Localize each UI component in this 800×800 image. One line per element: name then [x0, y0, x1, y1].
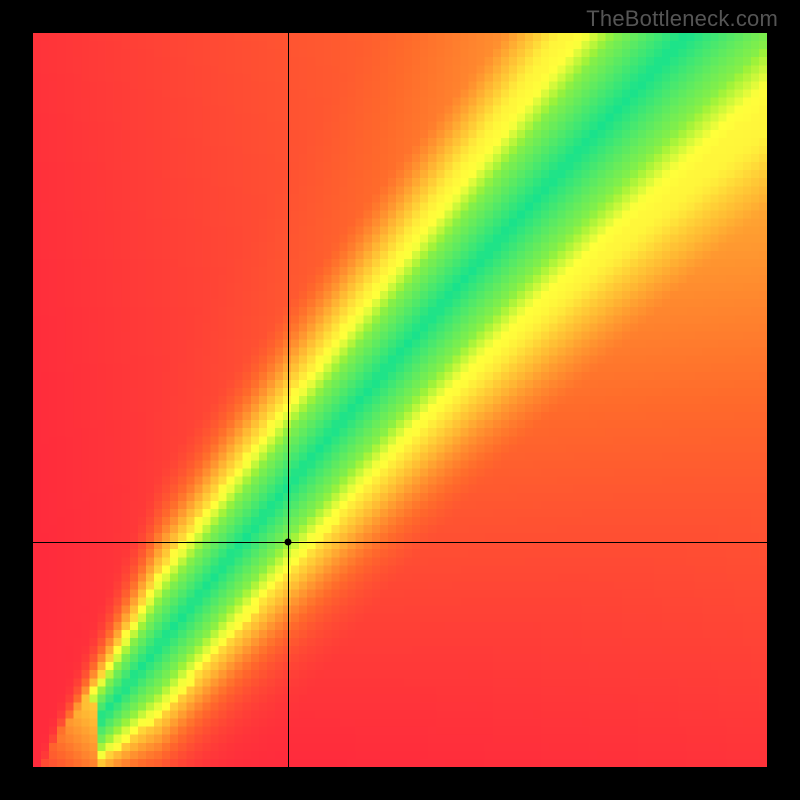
watermark-text: TheBottleneck.com — [586, 6, 778, 32]
heatmap-plot — [33, 33, 767, 767]
crosshair-marker — [285, 538, 292, 545]
image-container: TheBottleneck.com — [0, 0, 800, 800]
crosshair-horizontal — [33, 542, 767, 543]
heatmap-canvas — [33, 33, 767, 767]
crosshair-vertical — [288, 33, 289, 767]
